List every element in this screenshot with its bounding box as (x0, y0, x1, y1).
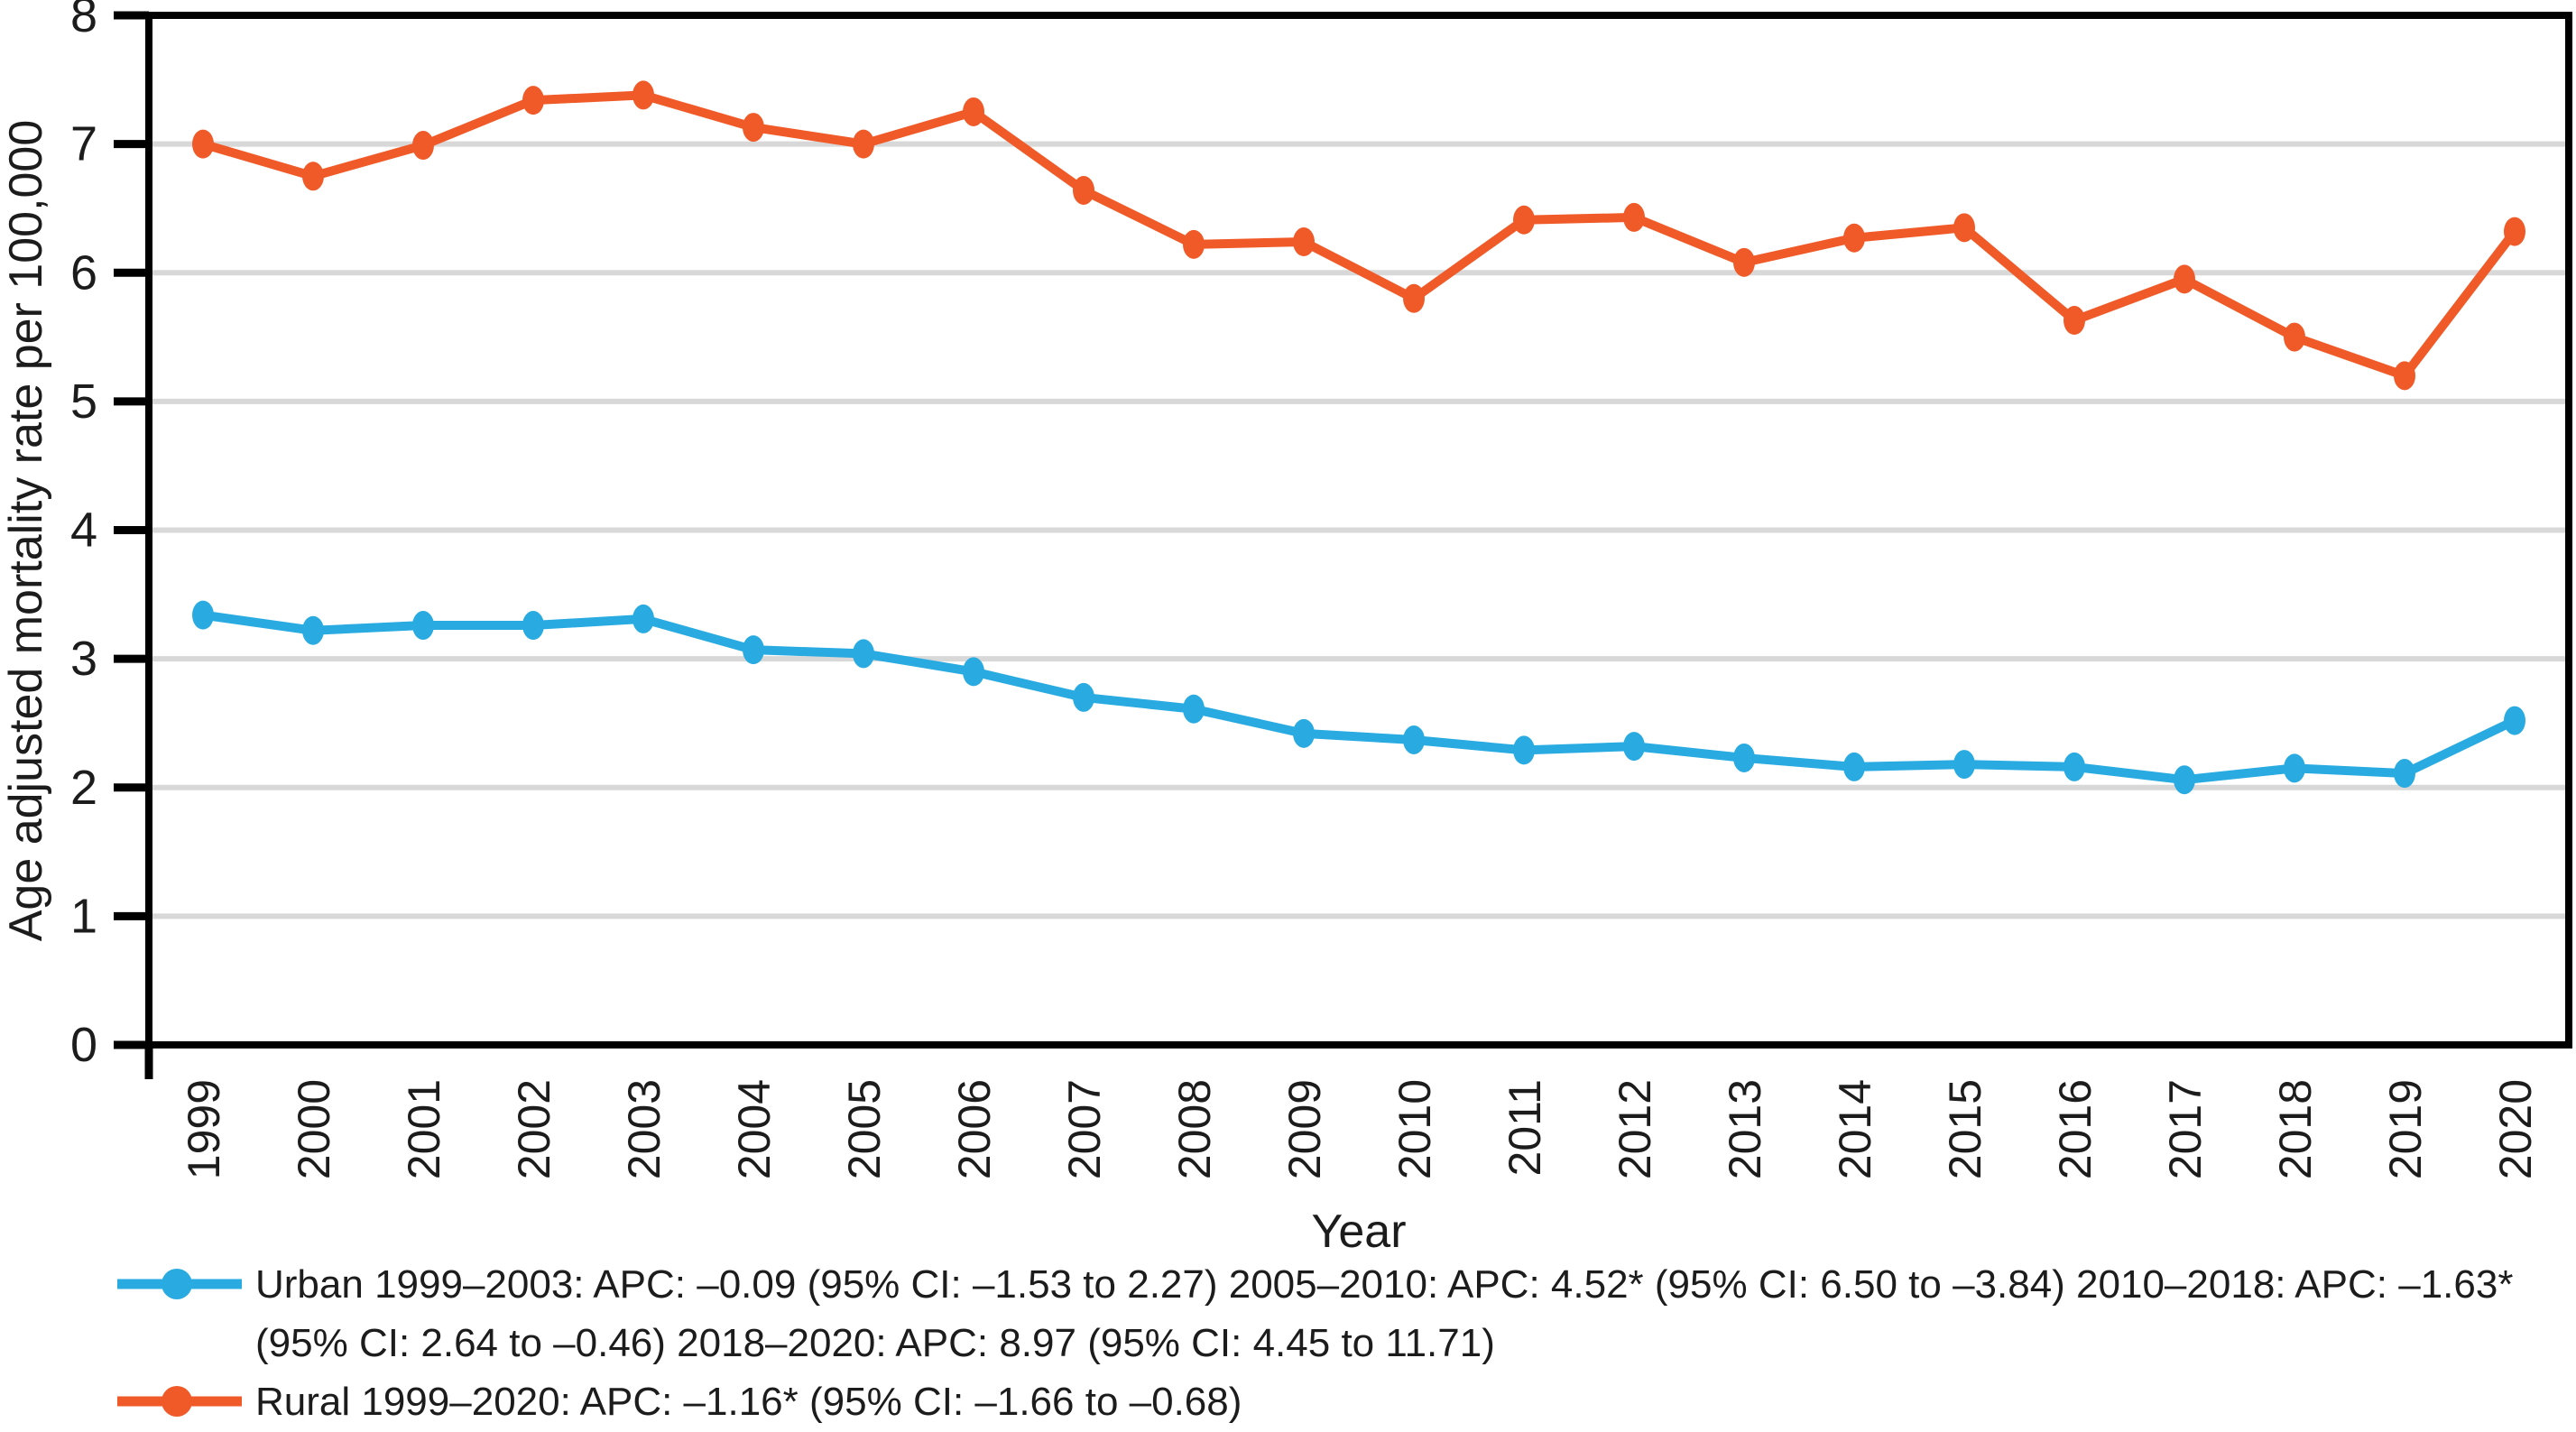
rural-point-2003 (632, 80, 654, 110)
gridlines (149, 141, 2569, 919)
x-tick-label-2020: 2020 (2490, 1079, 2541, 1179)
urban-point-2016 (2064, 752, 2085, 781)
rural-point-1999 (192, 129, 214, 159)
series-layer (192, 80, 2525, 795)
y-tick-label-8: 8 (70, 0, 97, 42)
urban-point-2008 (1183, 694, 1205, 724)
rural-legend-text-line1: Rural 1999–2020: APC: –1.16* (95% CI: –1… (255, 1380, 1242, 1424)
rural-point-2004 (743, 113, 764, 143)
x-tick-label-2004: 2004 (729, 1079, 780, 1179)
x-tick-label-2008: 2008 (1169, 1079, 1220, 1179)
rural-point-2005 (853, 129, 874, 159)
x-axis-title: Year (1311, 1206, 1406, 1258)
urban-point-2000 (302, 615, 324, 645)
x-tick-label-2019: 2019 (2380, 1079, 2431, 1179)
x-tick-label-2014: 2014 (1830, 1079, 1880, 1179)
rural-point-2009 (1293, 227, 1315, 257)
x-tick-label-2010: 2010 (1390, 1079, 1440, 1179)
urban-point-2005 (853, 639, 874, 669)
urban-line (202, 610, 2517, 785)
urban-point-2004 (743, 635, 764, 665)
x-tick-label-2000: 2000 (289, 1079, 339, 1179)
urban-series (192, 600, 2525, 795)
rural-point-2011 (1513, 205, 1535, 235)
y-tick-label-5: 5 (70, 374, 97, 429)
urban-point-2018 (2284, 753, 2305, 783)
x-tick-label-2017: 2017 (2160, 1079, 2211, 1179)
rural-legend-marker-dot (162, 1386, 192, 1417)
rural-point-2008 (1183, 229, 1205, 259)
y-tick-label-7: 7 (70, 117, 97, 171)
urban-point-2007 (1073, 682, 1094, 712)
rural-point-2012 (1623, 202, 1645, 232)
rural-series (192, 80, 2525, 391)
rural-point-2006 (963, 97, 984, 126)
x-tick-label-2001: 2001 (399, 1079, 449, 1179)
x-tick-label-2012: 2012 (1610, 1079, 1660, 1179)
urban-point-2003 (632, 604, 654, 633)
x-tick-label-2005: 2005 (839, 1079, 890, 1179)
urban-point-2006 (963, 657, 984, 687)
rural-point-2017 (2174, 264, 2195, 294)
y-axis-ticks: 0 1 2 3 4 5 6 7 8 (70, 0, 153, 1079)
legend-item-urban: Urban 1999–2003: APC: –0.09 (95% CI: –1.… (117, 1262, 2513, 1365)
y-tick-label-2: 2 (70, 761, 97, 815)
urban-legend-text-line2: (95% CI: 2.64 to –0.46) 2018–2020: APC: … (255, 1321, 1495, 1365)
y-tick-label-6: 6 (70, 245, 97, 300)
y-axis-title: Age adjusted mortality rate per 100,000 (0, 120, 52, 942)
x-tick-label-2015: 2015 (1940, 1079, 1990, 1179)
rural-point-2020 (2504, 217, 2525, 246)
x-tick-label-2018: 2018 (2270, 1079, 2321, 1179)
legend-item-rural: Rural 1999–2020: APC: –1.16* (95% CI: –1… (117, 1380, 1242, 1424)
x-tick-label-2002: 2002 (509, 1079, 559, 1179)
urban-point-2009 (1293, 718, 1315, 748)
x-tick-label-2009: 2009 (1279, 1079, 1330, 1179)
urban-point-1999 (192, 600, 214, 630)
rural-point-2001 (412, 131, 434, 161)
rural-line (201, 90, 2518, 381)
urban-point-2001 (412, 611, 434, 641)
urban-point-2014 (1843, 752, 1865, 781)
x-axis-labels: 1999 2000 2001 2002 2003 2004 2005 2006 2007 2008… (179, 1079, 2541, 1179)
rural-point-2000 (302, 162, 324, 191)
rural-point-2002 (522, 86, 544, 115)
x-tick-label-2003: 2003 (619, 1079, 669, 1179)
rural-point-2019 (2394, 361, 2415, 391)
urban-point-2019 (2394, 759, 2415, 789)
rural-point-2014 (1843, 223, 1865, 253)
rural-point-2013 (1733, 247, 1755, 277)
urban-point-2010 (1403, 725, 1425, 754)
x-tick-label-1999: 1999 (179, 1079, 229, 1179)
urban-legend-text-line1: Urban 1999–2003: APC: –0.09 (95% CI: –1.… (255, 1262, 2513, 1307)
urban-point-2011 (1513, 735, 1535, 765)
rural-point-2015 (1953, 213, 1975, 243)
x-tick-label-2007: 2007 (1059, 1079, 1110, 1179)
x-tick-label-2011: 2011 (1500, 1079, 1550, 1177)
y-tick-label-1: 1 (70, 889, 97, 943)
rural-point-2010 (1403, 283, 1425, 313)
urban-point-2020 (2504, 706, 2525, 735)
urban-point-2017 (2174, 765, 2195, 795)
urban-point-2012 (1623, 732, 1645, 762)
legend: Urban 1999–2003: APC: –0.09 (95% CI: –1.… (117, 1262, 2513, 1424)
urban-point-2002 (522, 611, 544, 641)
rural-point-2018 (2284, 322, 2305, 352)
urban-legend-marker-dot (162, 1269, 192, 1299)
x-tick-label-2016: 2016 (2050, 1079, 2101, 1179)
x-tick-label-2006: 2006 (949, 1079, 1000, 1179)
x-tick-label-2013: 2013 (1720, 1079, 1770, 1179)
y-tick-label-3: 3 (70, 632, 97, 686)
rural-point-2016 (2064, 306, 2085, 336)
y-tick-label-0: 0 (70, 1018, 97, 1072)
y-tick-label-4: 4 (70, 504, 97, 558)
urban-point-2015 (1953, 750, 1975, 780)
urban-point-2013 (1733, 743, 1755, 772)
rural-point-2007 (1073, 175, 1094, 205)
